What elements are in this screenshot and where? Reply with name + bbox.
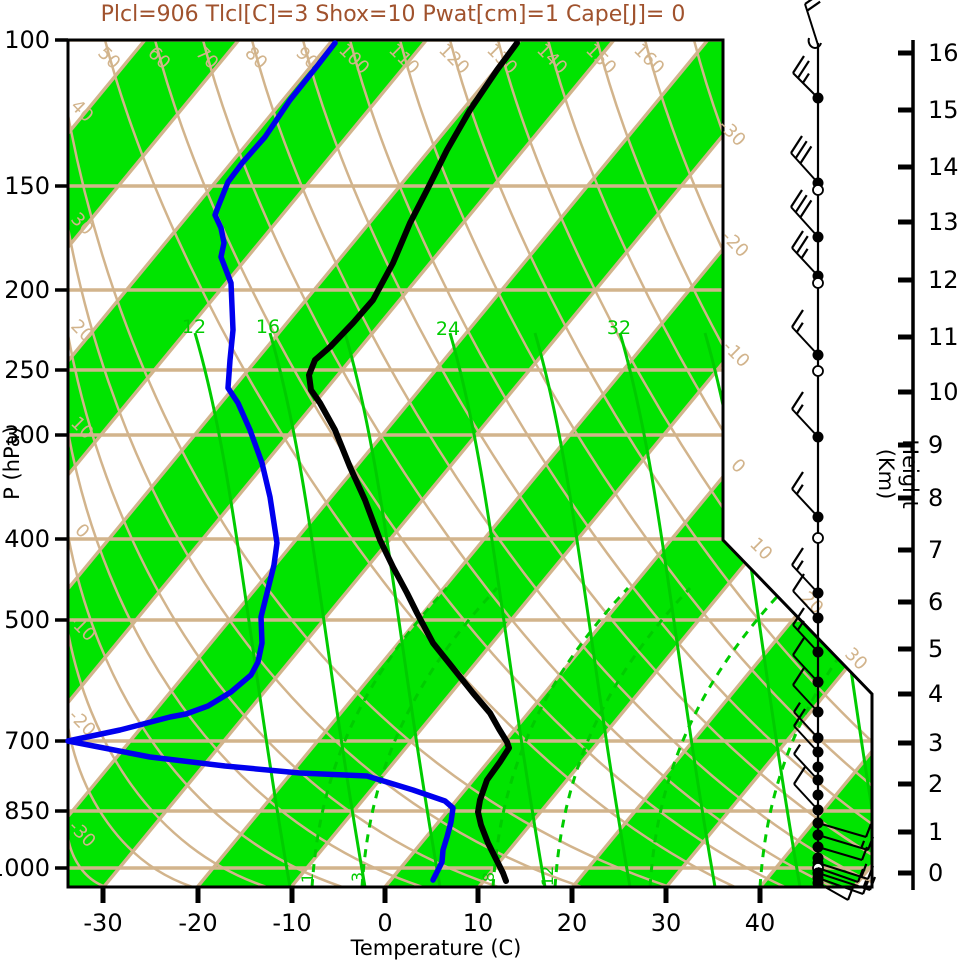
svg-text:9: 9 bbox=[928, 431, 943, 459]
svg-text:400: 400 bbox=[4, 525, 50, 553]
svg-text:10: 10 bbox=[745, 534, 776, 565]
svg-text:-10: -10 bbox=[272, 909, 311, 937]
svg-text:12: 12 bbox=[538, 866, 557, 886]
svg-text:700: 700 bbox=[4, 727, 50, 755]
svg-text:20: 20 bbox=[557, 909, 588, 937]
svg-text:80: 80 bbox=[240, 43, 271, 74]
svg-text:10: 10 bbox=[463, 909, 494, 937]
svg-text:11: 11 bbox=[928, 323, 959, 351]
svg-text:16: 16 bbox=[928, 39, 959, 67]
svg-text:500: 500 bbox=[4, 606, 50, 634]
svg-text:200: 200 bbox=[4, 276, 50, 304]
svg-text:0: 0 bbox=[377, 909, 392, 937]
svg-text:14: 14 bbox=[928, 153, 959, 181]
svg-text:1: 1 bbox=[928, 818, 943, 846]
svg-text:12: 12 bbox=[182, 316, 206, 338]
svg-text:300: 300 bbox=[4, 421, 50, 449]
svg-text:5: 5 bbox=[928, 635, 943, 663]
svg-text:1: 1 bbox=[298, 873, 317, 883]
temperature-axis-title: Temperature (C) bbox=[350, 936, 522, 960]
svg-text:-30: -30 bbox=[83, 909, 122, 937]
svg-text:120: 120 bbox=[434, 40, 473, 79]
wind-barbs bbox=[790, 0, 877, 901]
svg-text:100: 100 bbox=[4, 26, 50, 54]
temperature-axis: -30 -20 -10 0 10 20 30 40 bbox=[83, 887, 775, 937]
svg-text:30: 30 bbox=[651, 909, 682, 937]
svg-text:15: 15 bbox=[928, 96, 959, 124]
svg-text:150: 150 bbox=[4, 172, 50, 200]
svg-text:16: 16 bbox=[256, 316, 280, 338]
svg-text:2: 2 bbox=[928, 770, 943, 798]
pressure-axis: 100 150 200 250 300 400 500 700 850 1000 bbox=[0, 26, 68, 882]
moist-adiabats bbox=[193, 332, 872, 887]
plot-border bbox=[66, 38, 874, 889]
svg-text:24: 24 bbox=[436, 318, 460, 340]
svg-text:250: 250 bbox=[4, 356, 50, 384]
mixing-ratio-lines bbox=[310, 586, 872, 887]
svg-text:-20: -20 bbox=[178, 909, 217, 937]
svg-text:8: 8 bbox=[928, 484, 943, 512]
svg-text:6: 6 bbox=[928, 588, 943, 616]
dewpoint-curve bbox=[65, 40, 456, 883]
svg-text:1000: 1000 bbox=[0, 854, 50, 882]
svg-text:7: 7 bbox=[928, 536, 943, 564]
svg-text:3: 3 bbox=[928, 729, 943, 757]
temperature-curve bbox=[306, 40, 520, 884]
svg-text:10: 10 bbox=[928, 378, 959, 406]
svg-text:0: 0 bbox=[928, 859, 943, 887]
svg-text:3: 3 bbox=[348, 872, 367, 882]
svg-text:12: 12 bbox=[928, 266, 959, 294]
svg-text:0: 0 bbox=[726, 455, 749, 478]
svg-text:32: 32 bbox=[607, 317, 631, 339]
svg-text:8: 8 bbox=[479, 872, 498, 882]
chart-title: Plcl=906 Tlcl[C]=3 Shox=10 Pwat[cm]=1 Ca… bbox=[100, 2, 686, 27]
svg-text:4: 4 bbox=[928, 680, 943, 708]
svg-text:160: 160 bbox=[629, 40, 668, 79]
svg-text:13: 13 bbox=[928, 208, 959, 236]
svg-text:850: 850 bbox=[4, 797, 50, 825]
svg-text:40: 40 bbox=[745, 909, 776, 937]
